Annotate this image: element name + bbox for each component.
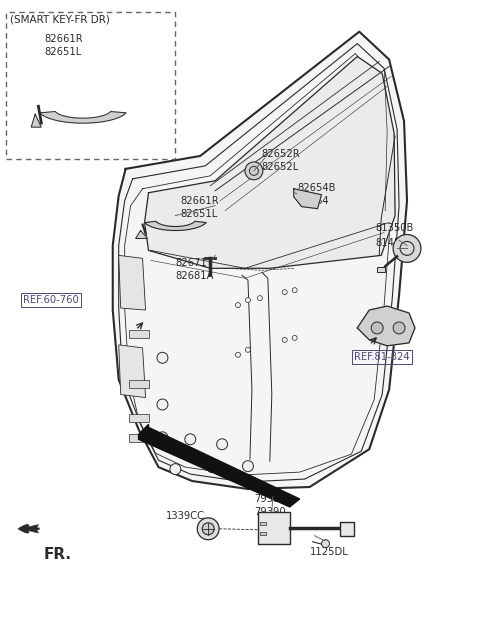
Circle shape: [292, 336, 297, 340]
Circle shape: [236, 303, 240, 308]
Circle shape: [393, 322, 405, 334]
Circle shape: [257, 296, 263, 301]
Polygon shape: [31, 114, 41, 127]
Text: 81350B: 81350B: [375, 222, 414, 233]
Circle shape: [245, 297, 251, 303]
Circle shape: [170, 464, 181, 475]
Bar: [258, 512, 290, 544]
Bar: [260, 532, 266, 534]
Circle shape: [157, 352, 168, 363]
Circle shape: [292, 288, 297, 292]
Polygon shape: [119, 255, 145, 310]
Circle shape: [157, 432, 168, 443]
Circle shape: [207, 462, 217, 473]
Text: FR.: FR.: [43, 547, 71, 562]
Polygon shape: [113, 32, 407, 489]
Circle shape: [393, 234, 421, 262]
Circle shape: [197, 518, 219, 540]
Bar: [377, 268, 385, 272]
Circle shape: [157, 399, 168, 410]
Bar: [129, 434, 148, 442]
Text: 82671
82681A: 82671 82681A: [175, 259, 214, 281]
Bar: [260, 522, 266, 525]
Circle shape: [282, 338, 287, 342]
Text: 82654B
82664: 82654B 82664: [298, 183, 336, 206]
Circle shape: [322, 540, 329, 548]
Circle shape: [242, 461, 253, 471]
Circle shape: [236, 352, 240, 357]
Polygon shape: [136, 231, 147, 238]
Text: (SMART KEY-FR DR): (SMART KEY-FR DR): [11, 15, 110, 25]
Text: 1339CC: 1339CC: [166, 511, 204, 521]
Text: 1125DL: 1125DL: [310, 547, 348, 557]
Polygon shape: [294, 189, 322, 209]
Bar: [129, 380, 148, 387]
Polygon shape: [139, 424, 300, 507]
Text: 79380
79390: 79380 79390: [254, 494, 286, 517]
Text: 82652R
82652L: 82652R 82652L: [261, 149, 300, 172]
Circle shape: [202, 523, 214, 534]
Polygon shape: [119, 345, 145, 397]
Bar: [340, 522, 354, 536]
Circle shape: [245, 347, 251, 352]
Circle shape: [371, 322, 383, 334]
Bar: [129, 330, 148, 338]
Circle shape: [216, 439, 228, 450]
Text: REF.60-760: REF.60-760: [23, 295, 79, 305]
Text: 82661R
82651L: 82661R 82651L: [44, 34, 83, 57]
Circle shape: [282, 290, 287, 295]
Circle shape: [245, 162, 263, 180]
Bar: [129, 415, 148, 422]
Polygon shape: [357, 306, 415, 346]
Text: 81456C: 81456C: [375, 238, 414, 248]
Polygon shape: [144, 57, 395, 268]
Text: 82661R
82651L: 82661R 82651L: [180, 196, 219, 218]
Text: REF.81-824: REF.81-824: [354, 352, 410, 362]
Polygon shape: [40, 111, 126, 123]
Polygon shape: [144, 221, 206, 231]
Circle shape: [185, 434, 196, 445]
